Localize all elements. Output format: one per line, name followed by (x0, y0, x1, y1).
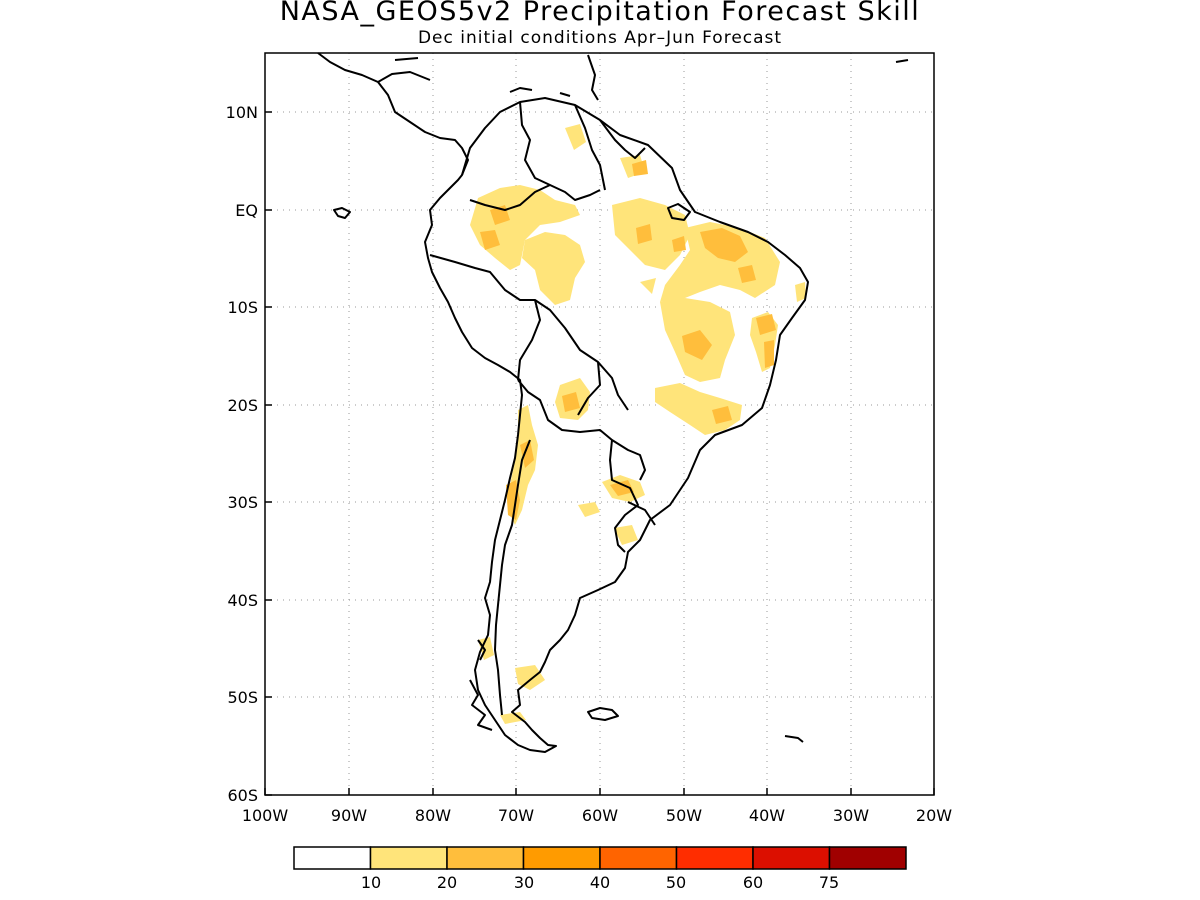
lat-label: 10S (227, 298, 258, 317)
lat-label: 60S (227, 786, 258, 805)
lat-label: 50S (227, 688, 258, 707)
colorbar-swatch (369, 846, 448, 870)
lon-label: 40W (749, 806, 785, 825)
colorbar-label: 10 (361, 873, 381, 892)
colorbar-swatch (446, 846, 525, 870)
lon-label: 20W (916, 806, 952, 825)
colorbar-swatch (828, 846, 907, 870)
lat-label: 30S (227, 493, 258, 512)
axis-ticks (264, 111, 935, 796)
colorbar-label: 40 (590, 873, 610, 892)
lon-label: 80W (415, 806, 451, 825)
colorbar-label: 60 (743, 873, 763, 892)
lat-label: EQ (235, 201, 258, 220)
lat-label: 40S (227, 591, 258, 610)
lon-label: 90W (331, 806, 367, 825)
colorbar-label: 20 (437, 873, 457, 892)
colorbar-swatch (293, 846, 372, 870)
colorbar-label: 50 (666, 873, 686, 892)
skill-shading (470, 124, 806, 724)
coastlines (317, 52, 909, 753)
lon-label: 60W (582, 806, 618, 825)
colorbar-label: 75 (819, 873, 839, 892)
map-title: NASA_GEOS5v2 Precipitation Forecast Skil… (279, 0, 921, 27)
lat-label: 20S (227, 396, 258, 415)
map-subtitle: Dec initial conditions Apr–Jun Forecast (417, 28, 783, 48)
colorbar-swatch (675, 846, 754, 870)
lat-label: 10N (226, 103, 258, 122)
lon-label: 30W (833, 806, 869, 825)
lon-label: 50W (666, 806, 702, 825)
lon-label: 100W (242, 806, 289, 825)
colorbar-swatch (599, 846, 678, 870)
colorbar-swatch (752, 846, 831, 870)
colorbar-label: 30 (514, 873, 534, 892)
lon-label: 70W (498, 806, 534, 825)
colorbar (293, 846, 907, 870)
colorbar-swatch (522, 846, 601, 870)
